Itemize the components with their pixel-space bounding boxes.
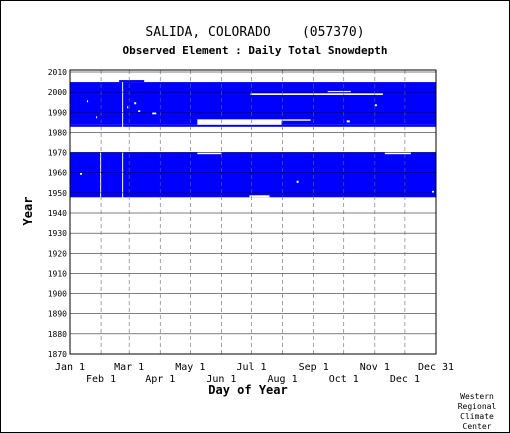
chart-subtitle: Observed Element : Daily Total Snowdepth	[122, 44, 388, 57]
missing-data-0-15	[296, 180, 299, 183]
x-tick-label-aug-1: Aug 1	[268, 374, 298, 385]
missing-data-0-19	[80, 172, 83, 175]
grid-lines	[70, 70, 436, 354]
missing-data-0-8	[122, 82, 124, 198]
missing-data-0-16	[374, 104, 377, 107]
plot-border	[69, 69, 437, 355]
chart-title: SALIDA, COLORADO (057370)	[145, 25, 365, 40]
data-period-0-0	[70, 152, 436, 198]
x-tick-label-dec-31: Dec 31	[418, 362, 454, 373]
x-tick-label-dec-1: Dec 1	[390, 374, 420, 385]
missing-data-0-13	[138, 110, 141, 113]
x-tick-label-jul-1: Jul 1	[236, 362, 266, 373]
y-tick-label-1970: 1970	[48, 149, 67, 158]
y-tick-label-1920: 1920	[48, 249, 67, 258]
x-tick-label-may-1: May 1	[175, 362, 205, 373]
x-tick-label-sep-1: Sep 1	[299, 362, 329, 373]
y-tick-labels: 1870 1880 1890 1900 1910 1920 1930 1940 1950 1960…	[48, 68, 67, 359]
x-tick-label-jun-1: Jun 1	[206, 374, 236, 385]
missing-data-0-10	[96, 116, 98, 119]
y-tick-label-1960: 1960	[48, 169, 67, 178]
missing-data-0-3	[327, 90, 351, 93]
y-tick-label-1980: 1980	[48, 128, 67, 137]
x-tick-label-mar-1: Mar 1	[114, 362, 144, 373]
missing-data-0-18	[431, 190, 434, 193]
y-tick-label-1890: 1890	[48, 310, 67, 319]
credit-line-1: Western	[460, 392, 494, 401]
missing-data-0-0	[197, 119, 282, 125]
y-tick-label-2000: 2000	[48, 88, 67, 97]
y-tick-label-1910: 1910	[48, 269, 67, 278]
x-tick-label-nov-1: Nov 1	[360, 362, 390, 373]
data-period-0-1	[70, 82, 436, 125]
missing-data-0-5	[384, 152, 411, 155]
missing-data-0-12	[134, 102, 137, 105]
y-tick-label-1900: 1900	[48, 290, 67, 299]
credit-line-2: Regional	[458, 402, 497, 411]
data-period-0-2	[119, 80, 145, 83]
credit-line-4: Center	[463, 422, 492, 431]
x-tick-label-apr-1: Apr 1	[145, 374, 175, 385]
credit-line-3: Climate	[460, 412, 494, 421]
data-periods	[70, 80, 436, 198]
missing-data-0-6	[249, 195, 270, 198]
missing-data-0-4	[197, 152, 222, 155]
data-period-0-3	[70, 124, 198, 127]
y-tick-label-1950: 1950	[48, 189, 67, 198]
x-axis-label: Day of Year	[208, 383, 287, 397]
y-tick-label-2010: 2010	[48, 68, 67, 77]
missing-data-0-17	[346, 120, 350, 123]
missing-data-0-11	[127, 106, 129, 109]
y-tick-label-1930: 1930	[48, 229, 67, 238]
missing-data-0-2	[250, 93, 383, 95]
y-tick-label-1880: 1880	[48, 330, 67, 339]
missing-data-0-7	[100, 152, 102, 198]
x-tick-label-oct-1: Oct 1	[329, 374, 359, 385]
x-tick-label-feb-1: Feb 1	[86, 374, 116, 385]
missing-data-0-14	[152, 112, 157, 115]
x-tick-labels: Jan 1 Mar 1 May 1 Jul 1 Sep 1 Nov 1 Dec 31 Feb …	[55, 362, 454, 385]
missing-data-0-9	[87, 100, 89, 103]
missing-data-0-1	[281, 119, 311, 121]
y-axis-label: Year	[21, 197, 35, 226]
y-tick-label-1990: 1990	[48, 108, 67, 117]
data-gaps	[80, 82, 434, 198]
y-tick-label-1940: 1940	[48, 209, 67, 218]
x-tick-label-jan-1: Jan 1	[55, 362, 85, 373]
data-period-0-4	[197, 124, 436, 127]
y-tick-label-1870: 1870	[48, 350, 67, 359]
